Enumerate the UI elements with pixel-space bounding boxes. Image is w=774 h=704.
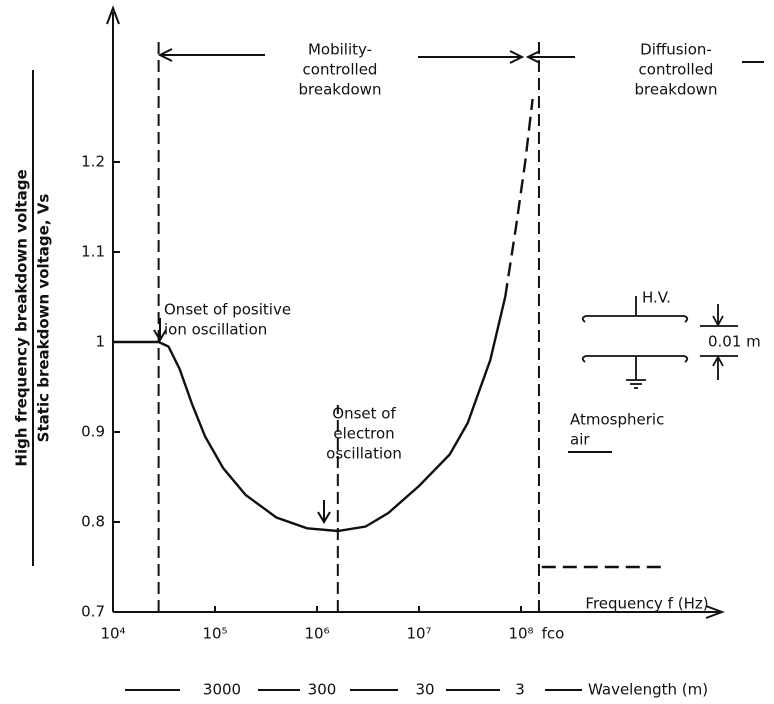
x-tick-label: 10⁷ xyxy=(406,625,431,643)
electrode-label: 0.01 m xyxy=(708,333,761,351)
x-tick-label: 10⁶ xyxy=(304,625,329,643)
y-tick-label: 1.1 xyxy=(81,243,105,261)
arrow-head xyxy=(157,48,173,62)
y-axis-label: Static breakdown voltage, Vs xyxy=(35,194,53,443)
wavelength-label: 3 xyxy=(515,681,525,699)
y-tick-label: 1 xyxy=(95,333,105,351)
wavelength-label: 3000 xyxy=(203,681,241,699)
x-arrow xyxy=(705,605,725,619)
annotation: Onset of xyxy=(332,405,396,423)
annotation: Onset of positive xyxy=(164,301,291,319)
region-label: Mobility- xyxy=(308,41,372,59)
region-label: breakdown xyxy=(635,81,718,99)
y-tick-label: 0.7 xyxy=(81,603,105,621)
y-arrow xyxy=(106,5,120,25)
wavelength-title: Wavelength (m) xyxy=(588,681,708,699)
x-tick-label: 10⁵ xyxy=(202,625,227,643)
curve xyxy=(504,98,534,298)
annotation: electron xyxy=(333,425,394,443)
y-tick-label: 0.9 xyxy=(81,423,105,441)
arrow-head xyxy=(509,50,525,64)
wavelength-label: 30 xyxy=(415,681,434,699)
annotation-arrow xyxy=(317,500,331,524)
x-tick-label: 10⁸ xyxy=(508,625,533,643)
x-tick-label: 10⁴ xyxy=(100,625,125,643)
region-label: breakdown xyxy=(299,81,382,99)
y-tick-label: 1.2 xyxy=(81,153,105,171)
annotation: air xyxy=(570,431,590,449)
wavelength-label: 300 xyxy=(308,681,337,699)
x-axis-label: Frequency f (Hz) xyxy=(585,595,708,613)
y-tick-label: 0.8 xyxy=(81,513,105,531)
arrow-head xyxy=(525,50,541,64)
y-axis-label: High frequency breakdown voltage xyxy=(13,169,31,466)
x-tick-label: fco xyxy=(542,625,565,643)
region-label: Diffusion- xyxy=(640,41,712,59)
electrode-diagram xyxy=(581,296,738,389)
curve xyxy=(113,296,507,533)
annotation-arrow xyxy=(153,318,167,342)
annotation: Atmospheric xyxy=(570,411,664,429)
region-label: controlled xyxy=(639,61,714,79)
annotation: oscillation xyxy=(326,445,402,463)
electrode-label: H.V. xyxy=(642,289,671,307)
annotation: ion oscillation xyxy=(164,321,267,339)
region-label: controlled xyxy=(303,61,378,79)
